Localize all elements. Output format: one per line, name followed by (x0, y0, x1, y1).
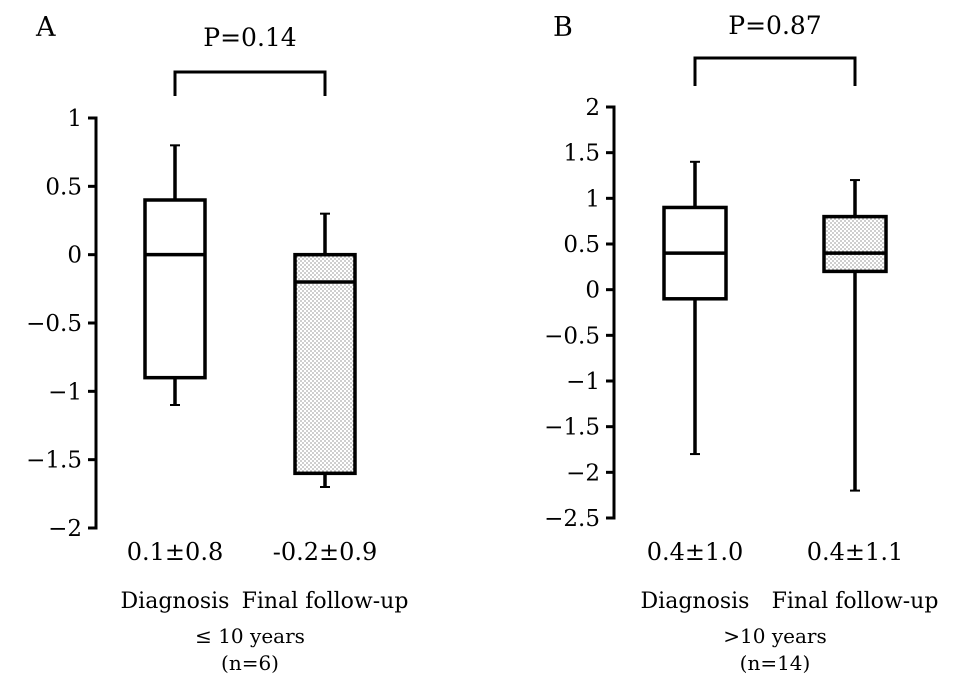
panel-b-diagnosis-label: Diagnosis (641, 589, 750, 614)
iqr-box (143, 198, 207, 380)
y-tick-label: −1 (566, 369, 600, 395)
panel-b-significance-bracket (693, 56, 857, 86)
panel-b-y-ticks: 2 1.5 1 0.5 0 −0.5 −1 −1.5 −2 −2.5 (544, 95, 614, 532)
y-tick-label: 0 (585, 278, 600, 304)
y-tick-label: −2 (48, 516, 82, 542)
box-diagnosis (143, 144, 207, 406)
y-tick-label: −0.5 (544, 323, 600, 349)
y-tick-label: 0.5 (45, 174, 82, 200)
y-tick-label: 1 (585, 186, 600, 212)
panel-b: B P=0.87 2 1.5 1 0.5 0 −0.5 −1 −1.5 −2 −2.5 0.4±1… (544, 11, 938, 675)
panel-b-group-label: >10 years (723, 624, 826, 648)
box-diagnosis (662, 160, 728, 456)
panel-b-boxes (662, 160, 888, 492)
y-tick-label: −1.5 (26, 448, 82, 474)
box-final-follow-up (822, 179, 888, 492)
box-final-follow-up (293, 212, 357, 488)
panel-a-n-label: (n=6) (221, 651, 279, 675)
panel-b-label: B (553, 12, 573, 43)
panel-a-p-value: P=0.14 (203, 23, 296, 52)
y-tick-label: 2 (585, 95, 600, 121)
panel-a-group-label: ≤ 10 years (195, 624, 305, 648)
panel-b-followup-label: Final follow-up (772, 589, 939, 614)
panel-a-label: A (35, 12, 56, 43)
panel-a: A P=0.14 1 0.5 0 −0.5 −1 −1.5 −2 0.1±0.8 -0.2±… (26, 12, 408, 675)
panel-a-significance-bracket (173, 70, 327, 96)
iqr-box (822, 214, 888, 274)
panel-a-followup-label: Final follow-up (242, 589, 409, 614)
panel-a-y-ticks: 1 0.5 0 −0.5 −1 −1.5 −2 (26, 106, 96, 542)
panel-b-n-label: (n=14) (740, 651, 811, 675)
panel-a-followup-summary: -0.2±0.9 (273, 538, 378, 566)
y-tick-label: 0 (67, 243, 82, 269)
panel-b-diagnosis-summary: 0.4±1.0 (647, 538, 743, 566)
panel-b-followup-summary: 0.4±1.1 (807, 538, 903, 566)
panel-a-boxes (143, 144, 357, 488)
panel-a-diagnosis-label: Diagnosis (121, 589, 230, 614)
y-tick-label: 0.5 (563, 232, 600, 258)
y-tick-label: −0.5 (26, 311, 82, 337)
y-tick-label: −2 (566, 460, 600, 486)
y-tick-label: −1.5 (544, 415, 600, 441)
y-tick-label: 1 (67, 106, 82, 132)
y-tick-label: −1 (48, 379, 82, 405)
panel-a-diagnosis-summary: 0.1±0.8 (127, 538, 223, 566)
panel-b-p-value: P=0.87 (728, 11, 821, 40)
y-tick-label: −2.5 (544, 506, 600, 532)
y-tick-label: 1.5 (563, 141, 600, 167)
iqr-box (293, 252, 357, 476)
